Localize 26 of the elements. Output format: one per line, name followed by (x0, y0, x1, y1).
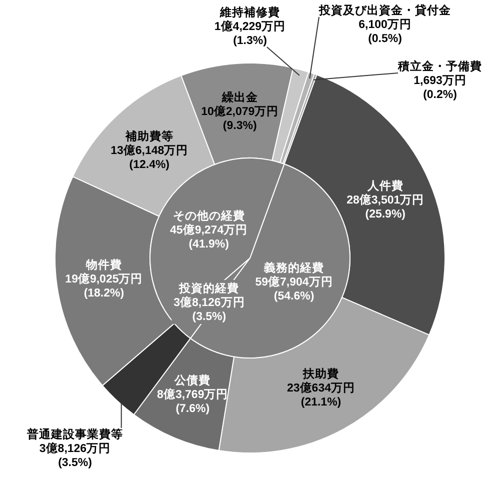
data-label: 3億8,126万円 (3.5%) (39, 441, 111, 469)
slice-label: その他の経費 (172, 208, 245, 223)
data-label: 1,693万円 (0.2%) (414, 74, 466, 101)
slice-label: 物件費 (84, 258, 122, 272)
data-label: 1億4,229万円 (1.3%) (214, 19, 286, 47)
data-label: 13億6,148万円 (12.4%) (110, 143, 188, 172)
slice-label: 補助費等 (124, 129, 174, 144)
slice-label: 普通建設事業費等 (26, 427, 123, 441)
data-label: 19億9,025万円 (18.2%) (65, 272, 143, 300)
data-label: 3億8,126万円 (3.5%) (174, 294, 245, 323)
slice-label: 維持補修費 (219, 5, 280, 19)
slice-label: 繰出金 (220, 90, 258, 104)
slice-label: 人件費 (366, 178, 404, 192)
slice-label: 積立金・予備費 (397, 59, 482, 73)
slice-label: 投資及び出資金・貸付金 (318, 3, 451, 17)
slice-label: 公債費 (174, 372, 211, 387)
data-label: 59億7,904万円 (54.6%) (255, 274, 333, 303)
data-label: 28億3,501万円 (25.9%) (346, 192, 424, 220)
data-label: 8億3,769万円 (7.6%) (157, 386, 228, 415)
slice-label: 投資的経費 (178, 280, 240, 295)
data-label: 6,100万円 (0.5%) (358, 18, 412, 45)
slice-label: 扶助費 (302, 366, 340, 380)
data-label: 10億2,079万円 (9.3%) (201, 104, 279, 132)
data-label: 23億634万円 (21.1%) (287, 380, 356, 408)
data-label: 45億9,274万円 (41.9%) (170, 222, 248, 251)
slice-label: 義務的経費 (263, 260, 324, 275)
